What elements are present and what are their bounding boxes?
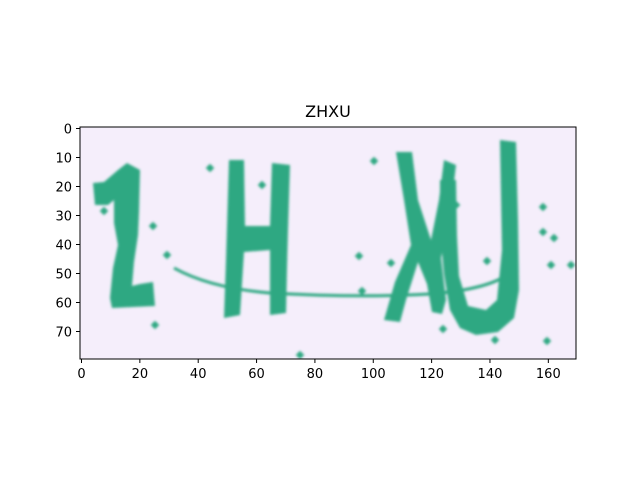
x-tick-label: 20 (132, 367, 149, 382)
captcha-glyph-x (384, 152, 456, 322)
plot-title: ZHXU (305, 102, 351, 121)
x-tick-label: 140 (478, 367, 503, 382)
y-tick-label: 60 (55, 297, 72, 312)
y-tick-label: 50 (55, 268, 72, 283)
y-tick-label: 10 (55, 152, 72, 167)
captcha-noise-dots (99, 156, 576, 359)
x-tick-label: 80 (307, 367, 324, 382)
x-tick-label: 40 (190, 367, 207, 382)
x-tick-label: 60 (248, 367, 265, 382)
y-axis: 0 10 20 30 40 50 60 70 (55, 123, 80, 341)
y-tick-label: 20 (55, 181, 72, 196)
captcha-glyph-u (440, 140, 519, 335)
x-tick-label: 160 (536, 367, 561, 382)
captcha-glyph-h (224, 160, 290, 318)
captcha-glyph-z (93, 163, 155, 308)
y-tick-label: 30 (55, 210, 72, 225)
y-tick-label: 70 (55, 326, 72, 341)
x-axis: 0 20 40 60 80 100 120 140 160 (77, 359, 561, 382)
y-tick-label: 40 (55, 239, 72, 254)
x-tick-label: 0 (77, 367, 85, 382)
x-tick-label: 120 (419, 367, 444, 382)
x-tick-label: 100 (361, 367, 386, 382)
y-tick-label: 0 (64, 123, 72, 138)
captcha-image (93, 140, 576, 359)
captcha-noise-curve (173, 266, 503, 298)
plot-frame (79, 126, 577, 360)
